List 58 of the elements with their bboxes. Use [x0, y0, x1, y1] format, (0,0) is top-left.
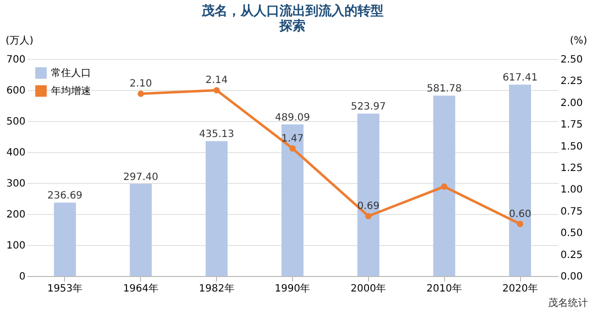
y2-tick-label: 2.50	[560, 54, 583, 66]
bar	[509, 84, 532, 276]
y2-tick-label: 0.75	[560, 206, 583, 218]
y2-tick-label: 0.50	[560, 228, 583, 240]
bar	[433, 96, 456, 276]
x-tick-label: 1953年	[47, 282, 83, 294]
point	[289, 145, 296, 152]
bar	[282, 124, 304, 276]
y2-tick-label: 2.25	[560, 76, 583, 88]
bar	[206, 141, 228, 276]
y2-tick-label: 0.00	[560, 272, 583, 282]
data-label: 617.41	[502, 72, 538, 84]
text: 茂名统计	[548, 297, 588, 309]
bar	[130, 184, 152, 276]
data-label: 2.10	[130, 78, 152, 90]
x-tick-label: 2020年	[502, 282, 538, 294]
y2-tick-label: 1.75	[560, 120, 583, 131]
text: 茂名，从人口流出到流入的转型	[202, 4, 384, 19]
y-axis-title: (万人)	[6, 36, 34, 46]
y-tick-label: 0	[19, 272, 26, 282]
data-label: 2.14	[206, 75, 228, 86]
y-tick-label: 400	[6, 148, 26, 158]
y-tick-label: 100	[6, 240, 26, 252]
y-tick-label: 500	[6, 116, 26, 128]
point	[138, 90, 144, 97]
x-tick-label: 2000年	[350, 282, 386, 294]
x-tick-label: 2010年	[426, 282, 462, 294]
data-label: 236.69	[47, 190, 82, 202]
x-tick-label: 1990年	[274, 282, 310, 294]
legend-label: 常住人口	[51, 67, 91, 79]
y2-tick-label: 2.00	[560, 98, 583, 109]
x-tick-label: 1982年	[198, 282, 234, 294]
data-label: 0.69	[357, 201, 380, 212]
y-tick-label: 200	[6, 210, 26, 220]
y2-tick-label: 1.50	[560, 141, 583, 152]
bar	[357, 114, 380, 276]
y2-tick-label: 1.00	[560, 184, 583, 196]
y2-tick-label: 0.25	[560, 250, 583, 261]
y-tick-label: 300	[6, 178, 26, 190]
y-tick-label: 600	[6, 86, 26, 96]
data-label: 0.60	[508, 208, 532, 220]
data-label: 435.13	[199, 129, 234, 140]
legend-label: 年均增速	[51, 85, 91, 97]
data-label: 297.40	[123, 172, 158, 183]
data-label: 523.97	[350, 102, 386, 113]
point	[365, 212, 372, 220]
data-label: 581.78	[426, 84, 462, 95]
y2-axis-title: (%)	[570, 36, 588, 46]
bar	[54, 202, 76, 276]
y-tick-label: 700	[6, 54, 26, 66]
point	[441, 183, 448, 190]
text: 探索	[280, 19, 306, 34]
point	[516, 220, 524, 228]
data-label: 489.09	[275, 112, 310, 124]
data-label: 1.47	[281, 133, 304, 144]
x-tick-label: 1964年	[123, 282, 159, 294]
y2-tick-label: 1.25	[560, 163, 583, 174]
point	[213, 87, 220, 94]
